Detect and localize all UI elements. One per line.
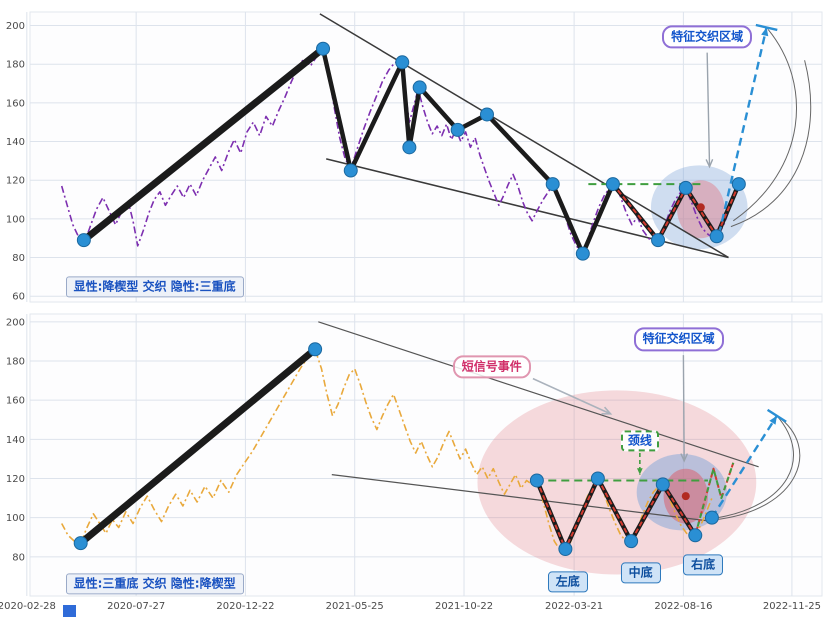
left-bottom-label: 左底 [547,571,588,593]
pivot-dot [316,41,331,56]
arrow-head [761,27,769,37]
right-bottom-label: 右底 [683,554,724,576]
x-tick-label: 2020-02-28 [0,601,56,612]
highlight-center-dot [681,492,690,501]
y-tick-label: 120 [6,474,25,485]
pivot-dot [704,510,719,525]
arrow-cap [766,408,787,423]
arrow-line [717,27,768,235]
pivot-dot [529,473,544,488]
top-caption: 显性:降楔型 交织 隐性:三重底 [65,275,244,298]
x-tick-label: 2020-12-22 [216,601,274,612]
y-tick-label: 100 [6,214,25,225]
y-tick-label: 140 [6,435,25,446]
highlight-ellipse [477,390,757,575]
trendline [319,13,729,259]
price-series [60,47,742,255]
x-tick-label: 2022-11-25 [763,601,821,612]
pattern-line [80,45,327,244]
leader-curve [730,60,812,228]
pivot-dot [655,477,670,492]
neckline-label: 颈线 [620,430,659,452]
highlight-center-dot [696,203,705,212]
pivot-dot [688,528,703,543]
pivot-dot [678,180,693,195]
pivot-dot [651,233,666,248]
pattern-overlay [694,462,735,536]
x-tick-label: 2021-05-25 [326,601,384,612]
arrow-line [682,355,685,461]
y-tick-label: 80 [12,552,25,563]
corner-mark [63,605,76,617]
mid-bottom-label: 中底 [620,561,661,584]
x-tick-label: 2020-07-27 [107,601,165,612]
pivot-dot [412,80,427,95]
trendline [318,321,759,468]
arrow-head [769,415,777,425]
y-tick-label: 160 [6,98,25,109]
arrow-line [706,52,711,167]
trendline [331,474,715,523]
pivot-dot [605,177,620,192]
y-tick-label: 60 [12,292,25,303]
bottom-region-label: 特征交织区域 [633,327,724,352]
pivot-dot [402,140,417,155]
pivot-dot [479,107,494,122]
signal-label: 短信号事件 [452,355,531,379]
x-tick-label: 2021-10-22 [435,601,493,612]
price-series [60,348,714,554]
pivot-dot [590,471,605,486]
x-tick-label: 2022-08-16 [654,601,712,612]
y-tick-label: 100 [6,513,25,524]
y-tick-label: 120 [6,176,25,187]
y-tick-label: 160 [6,396,25,407]
bottom-caption: 显性:三重底 交织 隐性:降楔型 [65,573,244,595]
arrow-head [601,406,613,415]
pivot-dot [76,233,91,248]
panel-background [29,11,823,303]
arrow-head [705,159,714,169]
pivot-dot [73,536,88,551]
arrow-line [710,415,778,519]
y-tick-label: 140 [6,137,25,148]
y-tick-label: 200 [6,317,25,328]
leader-curve [717,415,794,519]
arrow-cap [755,23,778,32]
pivot-dot [395,55,410,70]
y-tick-label: 80 [12,253,25,264]
leader-curve [733,29,797,222]
y-tick-label: 180 [6,60,25,71]
pivot-dot [731,177,746,192]
pivot-dot [709,229,724,244]
leader-curve [715,415,801,521]
pivot-dot [308,342,323,357]
y-tick-label: 200 [6,21,25,32]
pattern-line [77,345,319,547]
pivot-dot [575,246,590,261]
y-tick-label: 180 [6,357,25,368]
pivot-dot [450,122,465,137]
pattern-overlay [535,462,735,550]
arrow-line [532,377,611,415]
x-tick-label: 2022-03-21 [545,601,603,612]
pivot-dot [624,534,639,549]
arrow-head [680,453,689,463]
pivot-dot [558,542,573,556]
arrow-head [636,468,643,475]
pivot-dot [343,163,358,178]
top-region-label: 特征交织区域 [662,25,753,49]
pivot-dot [545,177,560,192]
